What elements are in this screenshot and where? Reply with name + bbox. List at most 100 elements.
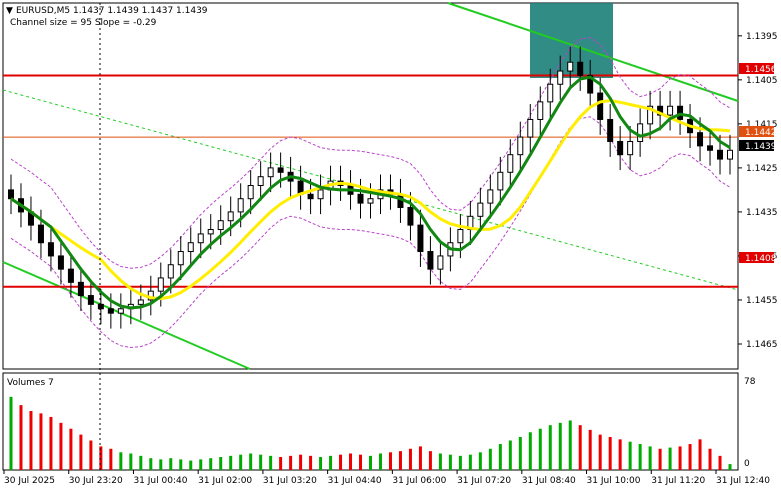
volume-bar [299, 454, 303, 470]
time-tick-label: 31 Jul 02:00 [198, 476, 252, 486]
volume-bar [478, 452, 482, 470]
candle-body [507, 154, 514, 173]
volume-bar [329, 455, 333, 470]
candle-body [647, 105, 654, 125]
candle-body [527, 118, 534, 138]
volume-bar [408, 448, 412, 470]
volume-bar [129, 453, 133, 470]
candle-body [137, 299, 144, 305]
candle-body [437, 255, 444, 270]
price-tick-label: 1.1415 [746, 120, 778, 130]
volume-bar [109, 448, 113, 470]
volume-bar [359, 454, 363, 470]
price-axis: 1.14651.14551.14451.14351.14251.14151.14… [738, 32, 778, 350]
volume-bar [289, 455, 293, 470]
volume-bar [588, 429, 592, 470]
volume-bar [568, 420, 572, 470]
time-tick-label: 31 Jul 00:40 [133, 476, 187, 486]
candle-body [357, 193, 364, 204]
time-tick-label: 31 Jul 08:40 [522, 476, 576, 486]
volume-bar [468, 454, 472, 470]
volume-bar [59, 422, 63, 470]
volume-bar [119, 452, 123, 470]
candle-body [307, 193, 314, 200]
volume-bar [718, 455, 722, 470]
volume-title: Volumes 7 [7, 378, 54, 388]
volume-bar [688, 444, 692, 470]
candle-body [457, 229, 464, 244]
volume-bar [259, 454, 263, 470]
volume-min-label: 0 [744, 459, 750, 469]
time-tick-label: 31 Jul 06:00 [392, 476, 446, 486]
price-tick-label: 1.1395 [746, 32, 778, 42]
candle-body [367, 198, 374, 204]
volume-bar [199, 459, 203, 470]
volume-bar [139, 455, 143, 470]
time-tick-label: 31 Jul 03:20 [263, 476, 317, 486]
candle-body [517, 136, 524, 156]
volume-bar [19, 405, 23, 470]
volume-bar [618, 439, 622, 470]
volume-bar [638, 444, 642, 470]
volume-bar [698, 439, 702, 470]
channel-info: Channel size = 95 Slope = -0.29 [10, 18, 157, 28]
volume-bar [339, 454, 343, 470]
volume-bar [378, 453, 382, 470]
candle-body [217, 220, 224, 231]
candle-body [547, 83, 554, 103]
ma-fast-line [10, 75, 731, 310]
volume-bar [678, 446, 682, 470]
candle-body [497, 171, 504, 191]
volume-bar [189, 460, 193, 470]
channel-lower-line [2, 261, 251, 370]
volume-bar [558, 422, 562, 470]
volume-bars-layer [9, 396, 732, 470]
candle-body [267, 167, 274, 178]
candle-body [637, 123, 644, 142]
candle-body [597, 92, 604, 120]
volume-bar [279, 457, 283, 470]
time-axis: 30 Jul 2025 30 Jul 23:20 31 Jul 00:40 31 Ju… [3, 470, 770, 486]
candle-body [717, 149, 724, 160]
volume-bar [398, 451, 402, 470]
candle-body [317, 189, 324, 200]
candle-body [487, 189, 494, 204]
volume-bar [448, 454, 452, 470]
candle-body [247, 185, 254, 200]
volume-bar [728, 464, 732, 470]
candle-body [157, 277, 164, 292]
time-tick-label: 31 Jul 11:20 [651, 476, 705, 486]
time-tick-label: 31 Jul 12:40 [716, 476, 770, 486]
volume-bar [598, 434, 602, 470]
candle-body [407, 207, 414, 226]
mid-tag-bg [739, 126, 774, 137]
volume-bar [179, 459, 183, 470]
volume-bar [369, 455, 372, 470]
volume-bar [309, 455, 313, 470]
candle-body [37, 224, 44, 244]
candle-body [257, 176, 264, 187]
volume-bar [538, 428, 542, 470]
volume-bar [29, 411, 33, 470]
symbol-info: EURUSD,M5 1.1437 1.1439 1.1437 1.1439 [16, 6, 208, 16]
candle-body [707, 145, 714, 151]
candle-body [557, 70, 564, 85]
volume-bar [269, 455, 273, 470]
volume-bar [49, 416, 53, 470]
time-tick-label: 30 Jul 2025 [4, 476, 55, 486]
candle-body [727, 149, 734, 160]
candle-body [97, 303, 104, 310]
volume-bar [648, 446, 652, 470]
volume-bar [229, 455, 233, 470]
candle-body [177, 251, 184, 266]
candle-body [77, 281, 84, 297]
volume-bar [658, 448, 662, 470]
volume-bar [169, 458, 173, 470]
time-tick-label: 31 Jul 07:20 [457, 476, 511, 486]
current-tag: 1.1439 [745, 142, 777, 152]
header-arrow-icon: ▼ [6, 6, 13, 16]
time-tick-label: 31 Jul 10:00 [587, 476, 641, 486]
resistance-tag-bg [739, 63, 774, 74]
volume-bar [349, 453, 353, 470]
